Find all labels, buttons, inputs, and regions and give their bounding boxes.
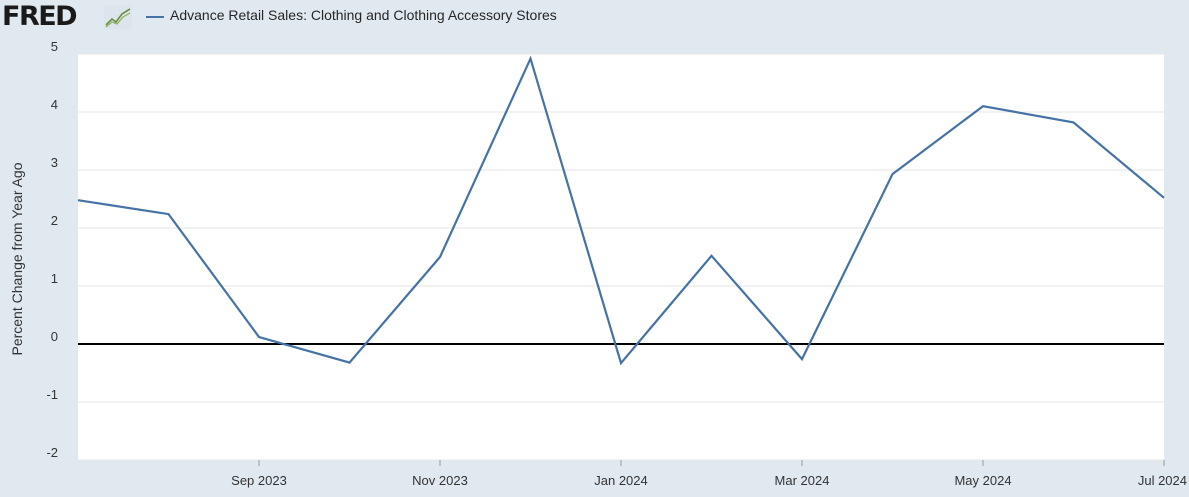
- x-tick-label: Jul 2024: [1138, 473, 1187, 488]
- y-tick-label: -2: [46, 445, 58, 460]
- y-tick-label: 1: [51, 271, 58, 286]
- x-tick-label: Jan 2024: [594, 473, 648, 488]
- chart-header: FRED Advance Retail Sales: Clothing and …: [0, 0, 1189, 34]
- y-tick-label: 5: [51, 39, 58, 54]
- x-tick-label: Mar 2024: [775, 473, 830, 488]
- x-tick-label: Sep 2023: [231, 473, 287, 488]
- x-tick-label: Nov 2023: [412, 473, 468, 488]
- y-axis-ticks: 5 4 3 2 1 0 -1 -2: [46, 39, 58, 460]
- y-tick-label: 4: [51, 97, 58, 112]
- y-axis-title: Percent Change from Year Ago: [9, 162, 25, 355]
- x-tick-label: May 2024: [954, 473, 1011, 488]
- y-tick-label: -1: [46, 387, 58, 402]
- legend-label[interactable]: Advance Retail Sales: Clothing and Cloth…: [170, 7, 557, 23]
- series-line[interactable]: [77, 55, 1165, 366]
- y-tick-label: 0: [51, 329, 58, 344]
- series-layer: [77, 55, 1165, 366]
- plot-area: [78, 54, 1164, 460]
- line-chart-icon: [104, 5, 132, 29]
- legend-swatch: [146, 16, 164, 18]
- x-axis-ticks: Sep 2023 Nov 2023 Jan 2024 Mar 2024 May 2024…: [231, 460, 1187, 488]
- y-tick-label: 3: [51, 155, 58, 170]
- fred-logo[interactable]: FRED: [2, 1, 78, 32]
- y-tick-label: 2: [51, 213, 58, 228]
